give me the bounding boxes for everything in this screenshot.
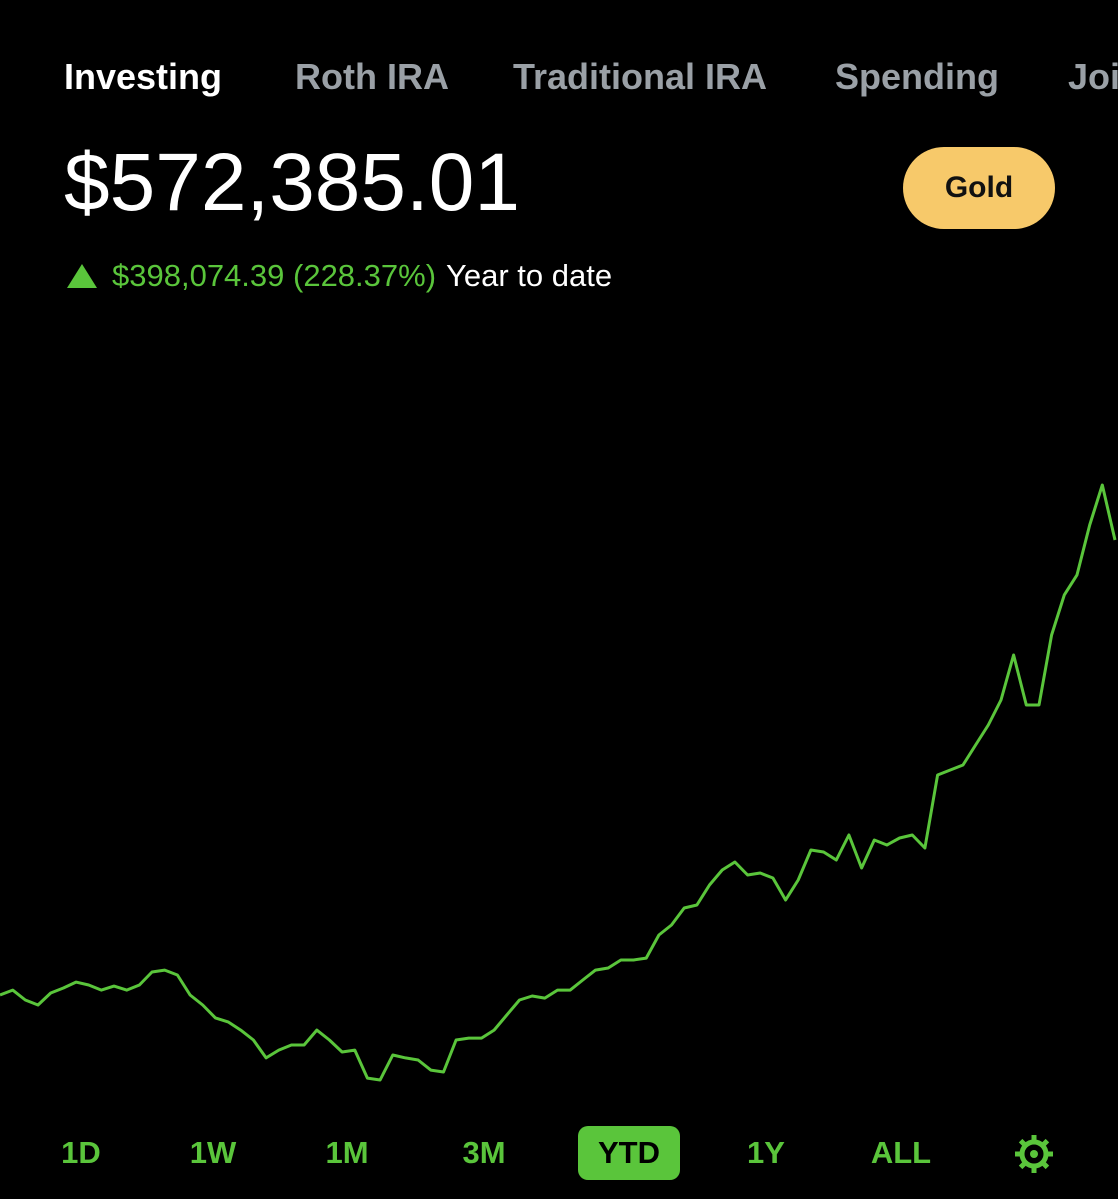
gold-badge[interactable]: Gold — [903, 147, 1055, 229]
range-button[interactable]: 1Y — [747, 1135, 785, 1170]
range-button[interactable]: ALL — [870, 1135, 932, 1170]
settings-icon[interactable] — [1012, 1132, 1056, 1176]
up-arrow — [67, 264, 97, 288]
change-row: $398,074.39 (228.37%) Year to date — [66, 258, 612, 294]
range-button[interactable]: 1M — [325, 1135, 369, 1170]
account-tab[interactable]: Spending — [835, 56, 999, 97]
change-amount: $398,074.39 (228.37%) — [112, 258, 437, 293]
range-button[interactable]: 1W — [189, 1135, 237, 1170]
balance: $572,385.01 — [64, 137, 521, 228]
account-tab[interactable]: Roth IRA — [295, 56, 449, 97]
range-button[interactable]: 1D — [61, 1135, 101, 1170]
account-tab[interactable]: Joi — [1068, 56, 1118, 97]
range-button[interactable]: 3M — [462, 1135, 506, 1170]
account-tab[interactable]: Traditional IRA — [513, 56, 768, 97]
price-line — [0, 483, 1117, 1082]
change-period: Year to date — [446, 258, 613, 293]
range-button[interactable]: YTD — [578, 1126, 680, 1180]
account-tab[interactable]: Investing — [64, 56, 223, 97]
